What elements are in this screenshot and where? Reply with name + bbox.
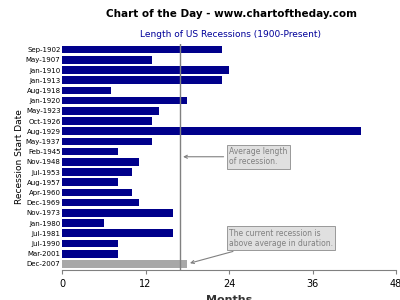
Bar bbox=[62, 178, 118, 186]
Bar bbox=[62, 230, 173, 237]
Text: Average length
of recession.: Average length of recession. bbox=[184, 147, 287, 167]
Bar bbox=[62, 209, 173, 217]
Text: Length of US Recessions (1900-Present): Length of US Recessions (1900-Present) bbox=[140, 30, 322, 39]
Bar bbox=[62, 189, 132, 196]
Bar bbox=[62, 148, 118, 155]
Text: Chart of the Day - www.chartoftheday.com: Chart of the Day - www.chartoftheday.com bbox=[106, 9, 356, 19]
Y-axis label: Recession Start Date: Recession Start Date bbox=[16, 109, 24, 204]
Bar bbox=[62, 66, 229, 74]
Bar bbox=[62, 87, 111, 94]
Bar bbox=[62, 250, 118, 257]
Bar bbox=[62, 97, 187, 104]
Bar bbox=[62, 107, 160, 115]
Text: The current recession is
above average in duration.: The current recession is above average i… bbox=[191, 229, 333, 263]
Bar bbox=[62, 158, 138, 166]
Bar bbox=[62, 199, 138, 206]
Bar bbox=[62, 168, 132, 176]
Bar bbox=[62, 260, 187, 268]
Bar bbox=[62, 219, 104, 227]
X-axis label: Months: Months bbox=[206, 295, 252, 300]
Bar bbox=[62, 56, 152, 64]
Bar bbox=[62, 76, 222, 84]
Bar bbox=[62, 240, 118, 247]
Bar bbox=[62, 46, 222, 53]
Bar bbox=[62, 128, 361, 135]
Bar bbox=[62, 117, 152, 125]
Bar bbox=[62, 138, 152, 145]
